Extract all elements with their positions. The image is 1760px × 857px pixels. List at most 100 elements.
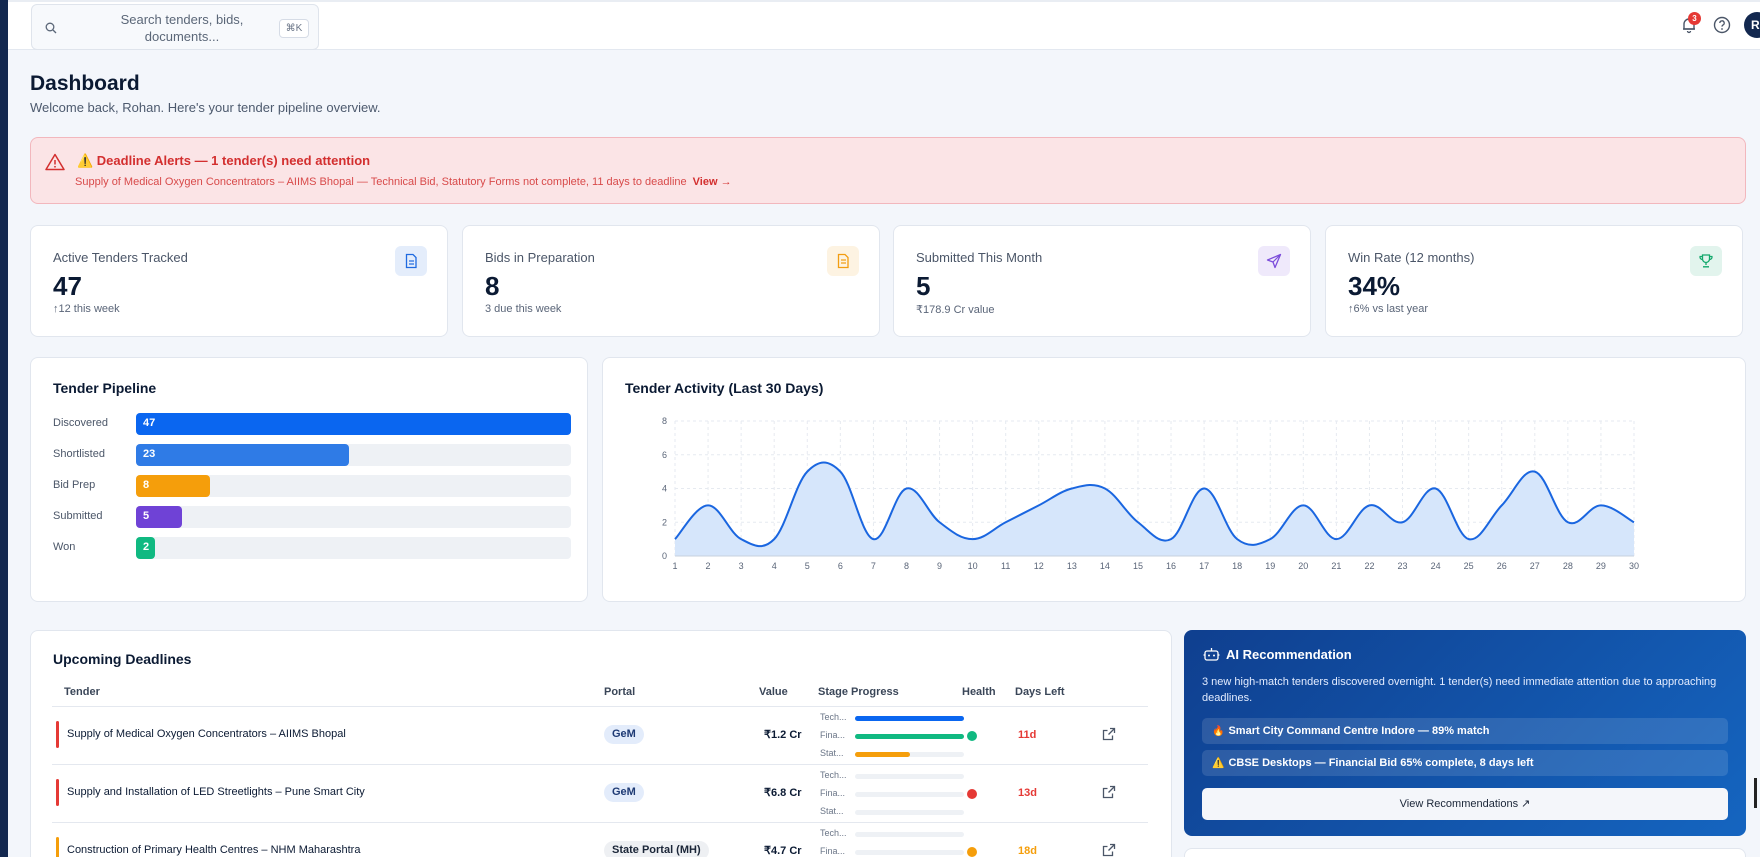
health-dot xyxy=(967,847,977,857)
robot-icon xyxy=(1203,648,1220,661)
health-dot xyxy=(967,731,977,741)
x-tick-label: 2 xyxy=(706,561,711,571)
kpi-sub: ↑12 this week xyxy=(53,303,120,315)
pipeline-row-won[interactable]: Won 2 xyxy=(53,537,573,559)
stage-track xyxy=(855,716,964,721)
stage-label: Tech... xyxy=(820,712,847,722)
x-tick-label: 24 xyxy=(1431,561,1441,571)
x-tick-label: 4 xyxy=(772,561,777,571)
col-header-stage[interactable]: Stage Progress xyxy=(818,686,899,698)
priority-bar xyxy=(56,721,59,748)
kpi-value: 47 xyxy=(53,271,82,301)
col-header-tender[interactable]: Tender xyxy=(64,686,100,698)
stage-track xyxy=(855,810,964,815)
days-left: 13d xyxy=(1018,787,1037,799)
tender-value: ₹1.2 Cr xyxy=(764,729,802,741)
kpi-value: 8 xyxy=(485,271,500,301)
document-icon xyxy=(395,246,427,276)
ai-item-text: Smart City Command Centre Indore — 89% m… xyxy=(1228,725,1490,737)
y-tick-label: 6 xyxy=(662,450,667,460)
stage-track xyxy=(855,792,964,797)
view-recommendations-button[interactable]: View Recommendations ↗ xyxy=(1202,788,1728,820)
ai-description: 3 new high-match tenders discovered over… xyxy=(1202,676,1717,704)
row-divider xyxy=(52,764,1148,765)
col-header-days[interactable]: Days Left xyxy=(1015,686,1065,698)
table-row[interactable]: Supply of Medical Oxygen Concentrators –… xyxy=(52,707,1148,764)
external-link-icon[interactable] xyxy=(1102,843,1116,857)
pipeline-value: 2 xyxy=(143,541,150,553)
alert-view-link[interactable]: View → xyxy=(692,176,732,188)
priority-bar xyxy=(56,779,59,806)
deadline-alert: ⚠️ Deadline Alerts — 1 tender(s) need at… xyxy=(30,137,1746,204)
top-bar: Search tenders, bids, documents... ⌘K xyxy=(8,0,1760,50)
ai-recommendation-item[interactable]: 🔥 Smart City Command Centre Indore — 89% … xyxy=(1202,718,1728,744)
y-tick-label: 8 xyxy=(662,416,667,426)
table-row[interactable]: Construction of Primary Health Centres –… xyxy=(52,823,1148,857)
kpi-card[interactable]: Bids in Preparation 8 3 due this week xyxy=(462,225,880,337)
x-tick-label: 20 xyxy=(1298,561,1308,571)
pipeline-bar xyxy=(136,475,211,497)
notification-badge: 3 xyxy=(1688,12,1701,25)
search-icon xyxy=(45,22,57,34)
row-divider xyxy=(52,822,1148,823)
pipeline-row-bid-prep[interactable]: Bid Prep 8 xyxy=(53,475,573,497)
tender-name[interactable]: Construction of Primary Health Centres –… xyxy=(67,844,361,856)
x-tick-label: 3 xyxy=(739,561,744,571)
search-placeholder[interactable]: Search tenders, bids, documents... xyxy=(120,12,244,44)
pipeline-track: 23 xyxy=(136,444,571,466)
page-subtitle: Welcome back, Rohan. Here's your tender … xyxy=(30,100,381,115)
shortcut-hint: ⌘K xyxy=(279,19,309,38)
stage-label: Fina... xyxy=(820,730,846,740)
ai-title: AI Recommendation xyxy=(1226,647,1352,662)
kpi-card[interactable]: Active Tenders Tracked 47 ↑12 this week xyxy=(30,225,448,337)
ai-recommendation-panel: AI Recommendation 3 new high-match tende… xyxy=(1184,630,1746,836)
pipeline-label: Discovered xyxy=(53,417,109,429)
pipeline-bar xyxy=(136,537,155,559)
kpi-value: 34% xyxy=(1348,271,1401,301)
pipeline-bar xyxy=(136,444,349,466)
alert-message: Supply of Medical Oxygen Concentrators –… xyxy=(75,176,732,188)
search-box[interactable]: Search tenders, bids, documents... ⌘K xyxy=(31,4,319,50)
pipeline-track: 5 xyxy=(136,506,571,528)
pipeline-track: 8 xyxy=(136,475,571,497)
tender-name[interactable]: Supply of Medical Oxygen Concentrators –… xyxy=(67,728,346,740)
priority-bar xyxy=(56,837,59,857)
x-tick-label: 19 xyxy=(1265,561,1275,571)
ai-item-text: CBSE Desktops — Financial Bid 65% comple… xyxy=(1228,757,1534,769)
pipeline-row-submitted[interactable]: Submitted 5 xyxy=(53,506,573,528)
x-tick-label: 27 xyxy=(1530,561,1540,571)
stage-track xyxy=(855,774,964,779)
ai-recommendation-item[interactable]: ⚠️ CBSE Desktops — Financial Bid 65% comp… xyxy=(1202,750,1728,776)
pipeline-row-shortlisted[interactable]: Shortlisted 23 xyxy=(53,444,573,466)
external-link-icon[interactable] xyxy=(1102,727,1116,741)
help-icon[interactable] xyxy=(1713,16,1731,34)
trophy-icon xyxy=(1690,246,1722,276)
stage-label: Tech... xyxy=(820,828,847,838)
external-link-icon[interactable] xyxy=(1102,785,1116,799)
stage-track xyxy=(855,752,964,757)
tender-name[interactable]: Supply and Installation of LED Streetlig… xyxy=(67,786,365,798)
avatar[interactable]: R xyxy=(1744,12,1760,38)
pipeline-row-discovered[interactable]: Discovered 47 xyxy=(53,413,573,435)
stage-track xyxy=(855,734,964,739)
alert-message-text: Supply of Medical Oxygen Concentrators –… xyxy=(75,176,687,188)
col-header-health[interactable]: Health xyxy=(962,686,996,698)
col-header-portal[interactable]: Portal xyxy=(604,686,636,698)
scrollbar-handle[interactable] xyxy=(1754,778,1757,808)
table-row[interactable]: Supply and Installation of LED Streetlig… xyxy=(52,765,1148,822)
stage-label: Fina... xyxy=(820,846,846,856)
kpi-value: 5 xyxy=(916,271,931,301)
tender-pipeline-panel: Tender Pipeline Discovered 47 Shortliste… xyxy=(30,357,588,602)
col-header-value[interactable]: Value xyxy=(759,686,788,698)
x-tick-label: 29 xyxy=(1596,561,1606,571)
x-tick-label: 15 xyxy=(1133,561,1143,571)
warning-icon: ⚠️ xyxy=(1212,758,1225,769)
x-tick-label: 8 xyxy=(904,561,909,571)
x-tick-label: 25 xyxy=(1464,561,1474,571)
kpi-card[interactable]: Win Rate (12 months) 34% ↑6% vs last yea… xyxy=(1325,225,1743,337)
kpi-sub: ↑6% vs last year xyxy=(1348,303,1429,315)
kpi-card[interactable]: Submitted This Month 5 ₹178.9 Cr value xyxy=(893,225,1311,337)
portal-badge: State Portal (MH) xyxy=(604,841,709,857)
